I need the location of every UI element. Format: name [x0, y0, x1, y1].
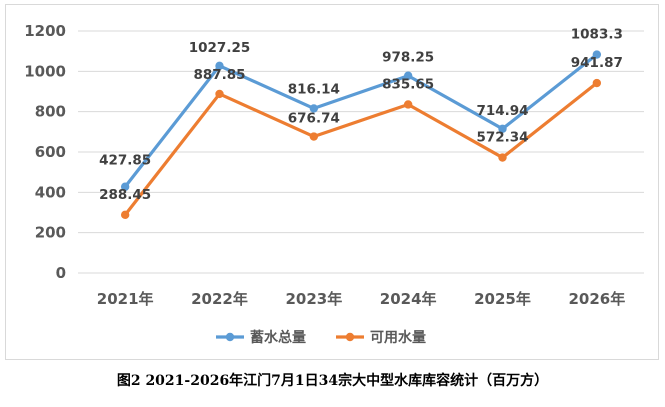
- data-point-0-0: [120, 182, 130, 191]
- data-label-0-0: 427.85: [99, 153, 151, 169]
- legend-entry-1: 可用水量: [370, 329, 426, 346]
- data-point-1-0: [120, 210, 130, 220]
- y-tick-label-1200: 1200: [24, 22, 66, 40]
- data-labels: 427.85 1027.25 816.14 978.25 714.94 1083.3 288…: [99, 27, 623, 203]
- data-label-0-2: 816.14: [288, 81, 340, 97]
- y-tick-label-1000: 1000: [24, 62, 66, 80]
- data-point-0-5: [592, 50, 602, 59]
- chart-frame: 0 200 400 600 800 1000 1200 2021年 2022年 2023年 2024…: [5, 4, 659, 360]
- x-tick-label-2: 2023年: [285, 290, 342, 308]
- data-label-1-3: 835.65: [382, 76, 434, 92]
- data-label-0-1: 1027.25: [189, 40, 251, 56]
- line-chart: 0 200 400 600 800 1000 1200 2021年 2022年 2023年 2024…: [24, 22, 644, 346]
- data-label-1-0: 288.45: [99, 187, 151, 203]
- x-tick-label-5: 2026年: [568, 290, 625, 308]
- gridlines: [78, 30, 644, 274]
- data-point-0-4: [498, 124, 507, 134]
- data-point-1-3: [403, 100, 413, 109]
- data-point-0-2: [309, 104, 319, 113]
- x-tick-label-4: 2025年: [474, 290, 531, 308]
- y-tick-label-400: 400: [35, 183, 66, 201]
- x-tick-label-0: 2021年: [97, 290, 154, 308]
- data-label-0-3: 978.25: [382, 50, 434, 66]
- data-label-1-2: 676.74: [288, 111, 340, 127]
- data-label-1-5: 941.87: [571, 55, 623, 71]
- data-label-1-1: 887.85: [193, 67, 245, 83]
- data-label-1-4: 572.34: [476, 130, 528, 146]
- y-tick-label-200: 200: [35, 224, 66, 242]
- data-point-0-1: [215, 61, 224, 71]
- legend-swatch-marker-1: [345, 332, 355, 342]
- y-tick-label-800: 800: [35, 103, 66, 121]
- y-tick-label-600: 600: [35, 143, 66, 161]
- data-label-0-4: 714.94: [476, 103, 528, 119]
- data-label-0-5: 1083.3: [571, 27, 623, 43]
- series-lines: [120, 50, 602, 220]
- data-point-1-4: [498, 153, 507, 162]
- legend-entry-0: 蓄水总量: [250, 329, 306, 346]
- x-tick-label-1: 2022年: [191, 290, 248, 308]
- series-line-1: [123, 81, 599, 217]
- data-point-1-2: [309, 132, 319, 141]
- data-point-1-1: [215, 89, 224, 99]
- legend-swatch-marker-0: [225, 332, 235, 342]
- x-tick-label-3: 2024年: [380, 290, 437, 308]
- chart-caption: 图2 2021-2026年江门7月1日34宗大中型水库库容统计（百万方）: [116, 373, 549, 389]
- y-tick-label-0: 0: [56, 264, 66, 282]
- series-line-0: [123, 52, 599, 189]
- axes: 0 200 400 600 800 1000 1200 2021年 2022年 2023年 2024…: [24, 22, 625, 308]
- legend: 蓄水总量 可用水量: [216, 329, 426, 346]
- data-point-0-3: [403, 71, 413, 80]
- data-point-1-5: [592, 78, 602, 88]
